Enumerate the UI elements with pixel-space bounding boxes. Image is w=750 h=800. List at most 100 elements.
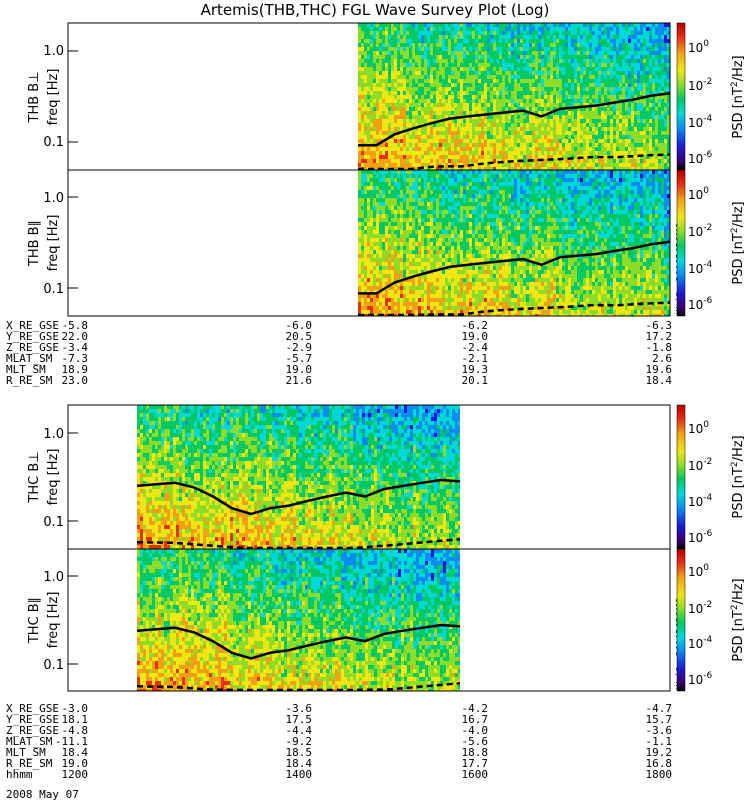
spectrogram-cell	[481, 151, 484, 155]
spectrogram-cell	[613, 103, 616, 107]
spectrogram-cell	[484, 35, 487, 39]
spectrogram-cell	[364, 99, 367, 103]
spectrogram-cell	[409, 151, 412, 155]
spectrogram-cell	[415, 226, 418, 230]
spectrogram-cell	[478, 131, 481, 135]
spectrogram-cell	[361, 147, 364, 151]
spectrogram-cell	[463, 159, 466, 163]
spectrogram-cell	[616, 139, 619, 143]
spectrogram-cell	[556, 143, 559, 147]
spectrogram-cell	[376, 115, 379, 119]
spectrogram-cell	[661, 75, 664, 79]
spectrogram-cell	[589, 55, 592, 59]
spectrogram-cell	[376, 242, 379, 246]
spectrogram-cell	[415, 75, 418, 79]
spectrogram-cell	[394, 270, 397, 274]
spectrogram-cell	[358, 238, 361, 242]
spectrogram-cell	[631, 115, 634, 119]
spectrogram-cell	[442, 182, 445, 186]
spectrogram-cell	[580, 127, 583, 131]
spectrogram-cell	[367, 139, 370, 143]
spectrogram-cell	[598, 71, 601, 75]
spectrogram-cell	[553, 59, 556, 63]
spectrogram-cell	[562, 99, 565, 103]
spectrogram-cell	[550, 39, 553, 43]
spectrogram-cell	[394, 282, 397, 286]
spectrogram-cell	[550, 131, 553, 135]
spectrogram-cell	[490, 79, 493, 83]
spectrogram-cell	[538, 51, 541, 55]
spectrogram-cell	[601, 123, 604, 127]
spectrogram-cell	[634, 75, 637, 79]
spectrogram-cell	[490, 63, 493, 67]
spectrogram-cell	[445, 262, 448, 266]
spectrogram-cell	[508, 51, 511, 55]
spectrogram-cell	[442, 174, 445, 178]
spectrogram-cell	[442, 234, 445, 238]
spectrogram-cell	[427, 119, 430, 123]
spectrogram-cell	[415, 302, 418, 306]
spectrogram-cell	[433, 79, 436, 83]
spectrogram-cell	[439, 23, 442, 27]
spectrogram-cell	[442, 262, 445, 266]
spectrogram-cell	[523, 159, 526, 163]
spectrogram-cell	[430, 39, 433, 43]
spectrogram-cell	[364, 230, 367, 234]
spectrogram-cell	[469, 131, 472, 135]
spectrogram-cell	[403, 286, 406, 290]
spectrogram-cell	[658, 51, 661, 55]
spectrogram-cell	[421, 238, 424, 242]
spectrogram-cell	[439, 167, 442, 170]
spectrogram-cell	[652, 87, 655, 91]
spectrogram-cell	[382, 186, 385, 190]
spectrogram-cell	[427, 242, 430, 246]
spectrogram-cell	[448, 27, 451, 31]
spectrogram-cell	[484, 135, 487, 139]
spectrogram-cell	[517, 67, 520, 71]
spectrogram-cell	[454, 107, 457, 111]
spectrogram-cell	[652, 123, 655, 127]
spectrogram-cell	[403, 298, 406, 302]
spectrogram-cell	[436, 314, 439, 316]
spectrogram-cell	[409, 155, 412, 159]
spectrogram-cell	[577, 159, 580, 163]
spectrogram-cell	[391, 103, 394, 107]
spectrogram-cell	[586, 87, 589, 91]
spectrogram-cell	[409, 306, 412, 310]
spectrogram-cell	[511, 39, 514, 43]
spectrogram-cell	[415, 278, 418, 282]
spectrogram-cell	[373, 230, 376, 234]
spectrogram-cell	[421, 266, 424, 270]
spectrogram-cell	[400, 290, 403, 294]
spectrogram-cell	[514, 51, 517, 55]
spectrogram-cell	[370, 278, 373, 282]
spectrogram-cell	[448, 186, 451, 190]
spectrogram-cell	[622, 143, 625, 147]
spectrogram-cell	[493, 135, 496, 139]
spectrogram-cell	[610, 75, 613, 79]
spectrogram-cell	[457, 51, 460, 55]
spectrogram-cell	[652, 115, 655, 119]
spectrogram-cell	[442, 51, 445, 55]
spectrogram-cell	[646, 99, 649, 103]
spectrogram-cell	[637, 83, 640, 87]
spectrogram-cell	[616, 83, 619, 87]
spectrogram-cell	[448, 135, 451, 139]
spectrogram-cell	[661, 71, 664, 75]
spectrogram-cell	[646, 87, 649, 91]
spectrogram-cell	[592, 55, 595, 59]
spectrogram-cell	[397, 43, 400, 47]
spectrogram-cell	[514, 95, 517, 99]
spectrogram-cell	[667, 23, 670, 27]
spectrogram-cell	[592, 59, 595, 63]
spectrogram-cell	[664, 163, 667, 167]
spectrogram-cell	[577, 95, 580, 99]
spectrogram-cell	[400, 75, 403, 79]
spectrogram-cell	[598, 107, 601, 111]
spectrogram-cell	[499, 39, 502, 43]
spectrogram-cell	[535, 99, 538, 103]
spectrogram-cell	[511, 139, 514, 143]
spectrogram-cell	[439, 35, 442, 39]
spectrogram-cell	[499, 107, 502, 111]
spectrogram-cell	[484, 63, 487, 67]
